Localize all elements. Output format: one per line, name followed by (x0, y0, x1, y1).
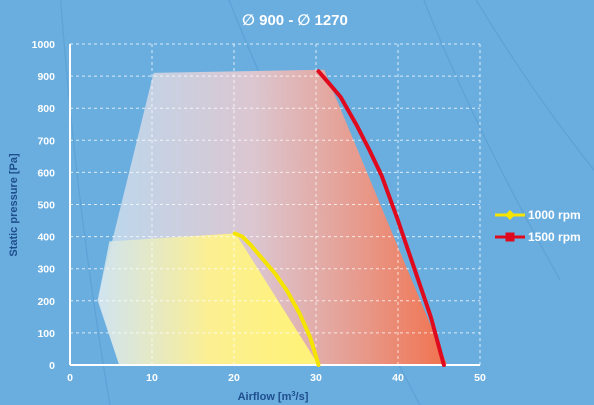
y-tick-label: 700 (37, 135, 55, 147)
y-axis-label: Static pressure [Pa] (8, 153, 20, 257)
chart-title: ∅ 900 - ∅ 1270 (242, 12, 348, 29)
x-tick-label: 20 (228, 372, 240, 384)
y-tick-label: 800 (37, 103, 55, 115)
x-tick-labels: 0 10 20 30 40 50 (67, 372, 486, 384)
series-lines (232, 69, 446, 367)
y-tick-label: 300 (37, 264, 55, 276)
legend-label: 1000 rpm (528, 208, 581, 222)
operating-areas (97, 69, 448, 365)
x-tick-label: 40 (392, 372, 404, 384)
y-tick-label: 500 (37, 200, 55, 212)
y-tick-label: 400 (37, 232, 55, 244)
axes (69, 44, 480, 366)
legend-marker-square (505, 232, 515, 242)
x-axis-label: Airflow [m3/s] (238, 389, 309, 403)
y-tick-label: 600 (37, 167, 55, 179)
y-tick-label: 900 (37, 71, 55, 83)
x-tick-label: 0 (67, 372, 73, 384)
operating-area-1000rpm (97, 233, 319, 365)
y-tick-label: 100 (37, 328, 55, 340)
x-tick-label: 10 (146, 372, 158, 384)
x-tick-label: 30 (310, 372, 322, 384)
y-tick-label: 1000 (32, 39, 56, 51)
y-tick-label: 200 (37, 296, 55, 308)
grid (70, 43, 481, 365)
x-tick-label: 50 (474, 372, 486, 384)
y-tick-label: 0 (49, 360, 55, 372)
legend-marker-diamond (505, 210, 515, 220)
legend-label: 1500 rpm (528, 230, 581, 244)
series-line-1500rpm (316, 69, 446, 367)
legend: 1000 rpm 1500 rpm (495, 208, 581, 244)
y-tick-labels: 0 100 200 300 400 500 600 700 800 900 1000 (32, 39, 56, 372)
series-line-1000rpm (232, 231, 321, 367)
